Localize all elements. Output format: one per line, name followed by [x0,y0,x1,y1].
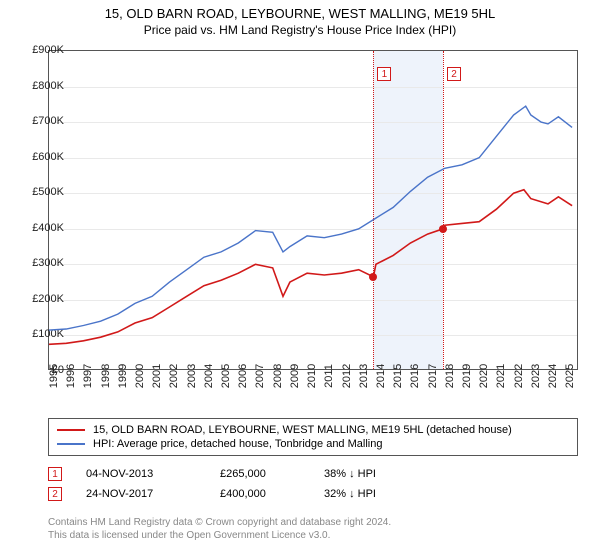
sale-marker-box: 2 [447,67,461,81]
sales-row: 2 24-NOV-2017 £400,000 32% ↓ HPI [48,484,578,504]
sale-date: 24-NOV-2017 [86,488,196,500]
footnote-line: Contains HM Land Registry data © Crown c… [48,516,578,529]
legend-swatch [57,443,85,445]
chart-lines [49,51,579,371]
page-subtitle: Price paid vs. HM Land Registry's House … [0,21,600,41]
sales-table: 1 04-NOV-2013 £265,000 38% ↓ HPI 2 24-NOV-201… [48,464,578,504]
sale-marker-box: 1 [377,67,391,81]
series-price_paid [49,190,572,345]
sale-marker-box: 1 [48,467,62,481]
sale-hpi: 38% ↓ HPI [324,468,424,480]
page-title: 15, OLD BARN ROAD, LEYBOURNE, WEST MALLI… [0,0,600,21]
sale-dot [439,225,447,233]
legend-row: 15, OLD BARN ROAD, LEYBOURNE, WEST MALLI… [57,423,569,437]
sale-marker-box: 2 [48,487,62,501]
sale-dot [369,273,377,281]
footnote-line: This data is licensed under the Open Gov… [48,529,578,542]
footnote: Contains HM Land Registry data © Crown c… [48,516,578,542]
legend-swatch [57,429,85,431]
legend: 15, OLD BARN ROAD, LEYBOURNE, WEST MALLI… [48,418,578,456]
legend-label: HPI: Average price, detached house, Tonb… [93,438,382,450]
sale-price: £265,000 [220,468,300,480]
legend-label: 15, OLD BARN ROAD, LEYBOURNE, WEST MALLI… [93,424,512,436]
legend-row: HPI: Average price, detached house, Tonb… [57,437,569,451]
sale-price: £400,000 [220,488,300,500]
chart-plot-area: 12 [48,50,578,370]
sale-hpi: 32% ↓ HPI [324,488,424,500]
sales-row: 1 04-NOV-2013 £265,000 38% ↓ HPI [48,464,578,484]
series-hpi [49,106,572,330]
sale-date: 04-NOV-2013 [86,468,196,480]
